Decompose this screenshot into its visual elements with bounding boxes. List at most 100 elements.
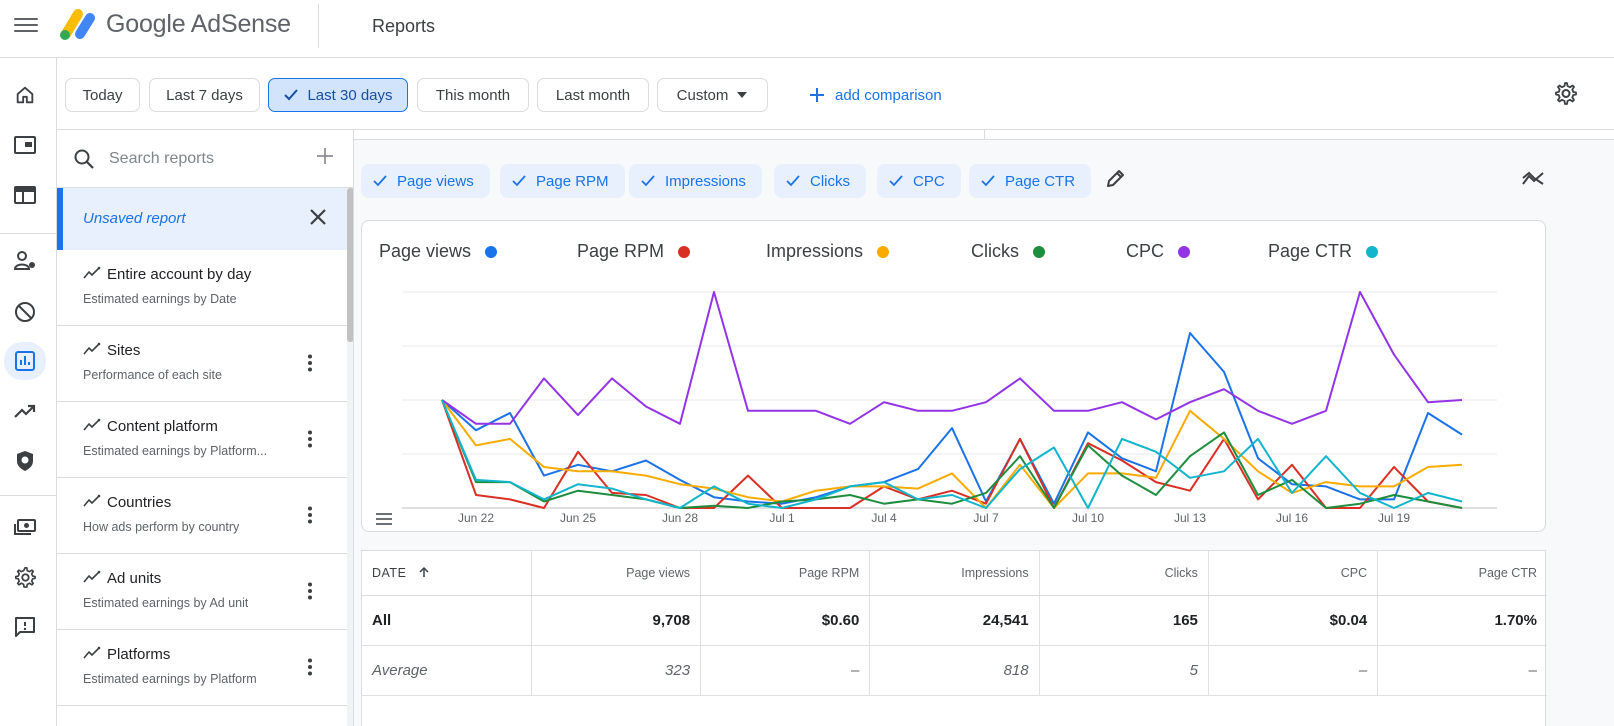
more-vert-icon[interactable] (307, 430, 313, 448)
new-report-plus-icon[interactable] (315, 146, 335, 166)
metric-chip-page-ctr[interactable]: Page CTR (969, 164, 1092, 198)
payments-icon (14, 519, 36, 535)
optimization-nav-button[interactable] (4, 392, 46, 430)
legend-item-cpc[interactable]: CPC (1126, 241, 1191, 262)
column-header-page-views[interactable]: Page views (531, 551, 702, 596)
report-list-scrollbar[interactable] (347, 188, 353, 726)
legend-item-impressions[interactable]: Impressions (766, 241, 890, 262)
brand-safety-nav-button[interactable] (4, 442, 46, 480)
legend-item-page-rpm[interactable]: Page RPM (577, 241, 691, 262)
more-vert-icon[interactable] (307, 658, 313, 676)
dropdown-arrow-icon (737, 92, 748, 98)
home-nav-button[interactable] (4, 76, 46, 114)
reports-nav-button[interactable] (4, 342, 46, 380)
x-tick-label: Jul 10 (1071, 511, 1105, 525)
feedback-nav-button[interactable] (4, 608, 46, 646)
table-cell: Average (362, 645, 532, 696)
report-subtitle: Estimated earnings by Platform... (83, 444, 268, 458)
column-header-impressions[interactable]: Impressions (869, 551, 1040, 596)
brand-name: Google AdSense (106, 10, 291, 39)
column-header-page-rpm[interactable]: Page RPM (700, 551, 871, 596)
column-header-clicks[interactable]: Clicks (1039, 551, 1209, 596)
report-title: Sites (107, 342, 141, 359)
header-divider (318, 4, 319, 48)
trending-up-icon (14, 404, 36, 418)
range-this-month-button[interactable]: This month (417, 78, 529, 112)
metric-chip-page-views[interactable]: Page views (361, 164, 490, 198)
x-tick-label: Jul 4 (871, 511, 897, 525)
chart-type-icon[interactable] (1521, 170, 1545, 186)
legend-item-page-ctr[interactable]: Page CTR (1268, 241, 1379, 262)
range-today-button[interactable]: Today (65, 78, 140, 112)
report-item-sites[interactable]: Sites Performance of each site (57, 326, 347, 402)
report-item-countries[interactable]: Countries How ads perform by country (57, 478, 347, 554)
sites-nav-button[interactable] (4, 176, 46, 214)
report-list-scroll-thumb[interactable] (347, 188, 353, 342)
rail-divider (0, 233, 57, 234)
range-today-label: Today (82, 86, 123, 104)
more-vert-icon[interactable] (307, 354, 313, 372)
ads-nav-button[interactable] (4, 126, 46, 164)
legend-label: Page RPM (577, 241, 665, 261)
metric-chip-impressions[interactable]: Impressions (629, 164, 762, 198)
range-last-30-days-label: Last 30 days (307, 86, 393, 104)
sites-icon (14, 186, 36, 204)
series-line-clicks[interactable] (441, 399, 1463, 509)
legend-item-clicks[interactable]: Clicks (971, 241, 1045, 262)
unsaved-report-item[interactable]: Unsaved report (57, 188, 347, 250)
report-table: DATE Page views Page RPM Impressions Cli… (362, 551, 1547, 696)
chart-menu-icon[interactable] (376, 513, 392, 525)
report-title: Countries (107, 494, 172, 511)
report-table-card: DATE Page views Page RPM Impressions Cli… (361, 550, 1547, 726)
report-item-content-platform[interactable]: Content platform Estimated earnings by P… (57, 402, 347, 478)
legend-item-page-views[interactable]: Page views (379, 241, 498, 262)
metric-chip-cpc[interactable]: CPC (877, 164, 961, 198)
legend-label: CPC (1126, 241, 1165, 261)
legend-dot (485, 245, 498, 258)
pencil-icon[interactable] (1104, 168, 1126, 190)
sort-arrow-up-icon[interactable] (418, 566, 430, 578)
blocking-controls-nav-button[interactable] (4, 293, 46, 331)
legend-dot (1033, 245, 1045, 258)
series-line-page-ctr[interactable] (441, 399, 1463, 509)
column-header-label: DATE (372, 565, 407, 580)
table-cell: 9,708 (531, 595, 702, 646)
column-header-page-ctr[interactable]: Page CTR (1377, 551, 1547, 596)
report-item-ad-units[interactable]: Ad units Estimated earnings by Ad unit (57, 554, 347, 630)
table-cell: 323 (531, 645, 702, 696)
range-last-month-label: Last month (555, 86, 631, 104)
table-cell: 5 (1039, 645, 1209, 696)
column-header-cpc[interactable]: CPC (1208, 551, 1379, 596)
metric-chip-label: Clicks (810, 172, 850, 190)
metric-chip-clicks[interactable]: Clicks (774, 164, 866, 198)
range-last-30-days-button[interactable]: Last 30 days (268, 78, 408, 112)
more-vert-icon[interactable] (307, 582, 313, 600)
report-item-entire-account-by-day[interactable]: Entire account by day Estimated earnings… (57, 250, 347, 326)
x-tick-label: Jul 1 (769, 511, 795, 525)
range-last-month-button[interactable]: Last month (537, 78, 649, 112)
menu-icon[interactable] (14, 14, 38, 34)
series-line-page-rpm[interactable] (441, 399, 1463, 509)
privacy-messaging-nav-button[interactable] (4, 242, 46, 280)
metric-chip-page-rpm[interactable]: Page RPM (500, 164, 625, 198)
settings-gear-icon[interactable] (1554, 82, 1578, 106)
check-icon (641, 175, 655, 187)
close-icon[interactable] (309, 208, 327, 226)
payments-nav-button[interactable] (4, 508, 46, 546)
check-icon (512, 175, 526, 187)
more-vert-icon[interactable] (307, 506, 313, 524)
report-title: Content platform (107, 418, 218, 435)
check-icon (981, 175, 995, 187)
range-last-7-days-button[interactable]: Last 7 days (149, 78, 260, 112)
table-cell: – (1208, 645, 1379, 696)
column-header-date[interactable]: DATE (362, 551, 532, 596)
account-settings-nav-button[interactable] (4, 558, 46, 596)
report-item-platforms[interactable]: Platforms Estimated earnings by Platform (57, 630, 347, 706)
add-comparison-button[interactable]: add comparison (809, 78, 942, 112)
x-tick-label: Jul 16 (1275, 511, 1309, 525)
series-line-cpc[interactable] (441, 291, 1463, 425)
legend-dot (1366, 245, 1379, 258)
range-custom-label: Custom (676, 86, 729, 104)
range-custom-dropdown[interactable]: Custom (657, 78, 768, 112)
search-reports-input[interactable]: Search reports (109, 150, 214, 167)
